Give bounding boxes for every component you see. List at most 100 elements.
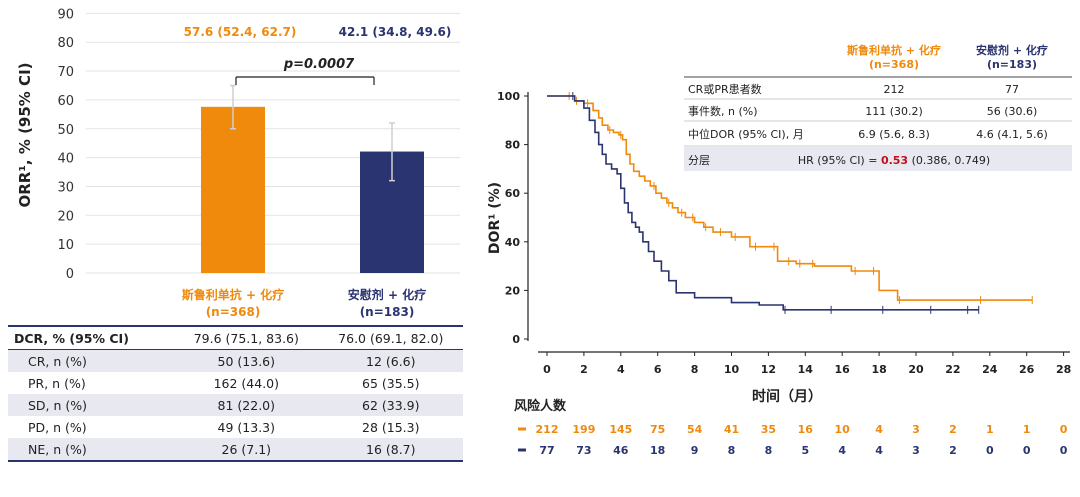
table-cell: 79.6 (75.1, 83.6) bbox=[193, 330, 299, 346]
risk-count: 0 bbox=[1023, 444, 1031, 457]
risk-count: 0 bbox=[986, 444, 994, 457]
km-x-tick: 28 bbox=[1056, 363, 1071, 376]
risk-count: 1 bbox=[1023, 423, 1031, 436]
km-x-tick: 0 bbox=[543, 363, 551, 376]
risk-count: 5 bbox=[801, 444, 809, 457]
table-cell: 28 (15.3) bbox=[362, 419, 420, 435]
km-y-tick: 20 bbox=[505, 284, 521, 297]
bar-category-n-b: (n=183) bbox=[360, 305, 415, 319]
dor-panel: DOR¹ (%) 时间（月） 0 20 40 60 80 100 0 2 4 6 8 10 12 14 16… bbox=[480, 0, 1080, 493]
dor-header-a: 斯鲁利单抗 + 化疗 bbox=[847, 43, 941, 57]
bar-category-n-a: (n=368) bbox=[206, 305, 261, 319]
orr-y-tick: 0 bbox=[66, 267, 74, 282]
table-cell: 49 (13.3) bbox=[217, 419, 276, 435]
orr-y-tick: 80 bbox=[57, 36, 74, 51]
orr-y-tick: 70 bbox=[57, 65, 74, 80]
risk-count: 199 bbox=[572, 423, 595, 436]
hazard-ratio-value: 0.53 bbox=[881, 154, 908, 167]
risk-count: 75 bbox=[650, 423, 665, 436]
table-row: PR, n (%) 162 (44.0) 65 (35.5) bbox=[8, 372, 463, 394]
km-x-tick: 24 bbox=[982, 363, 998, 376]
table-cell: 50 (13.6) bbox=[174, 349, 319, 372]
km-x-axis-label: 时间（月） bbox=[752, 388, 822, 405]
risk-count: 41 bbox=[724, 423, 739, 436]
orr-bar bbox=[201, 106, 265, 273]
km-y-tick: 80 bbox=[505, 139, 521, 152]
risk-count: 10 bbox=[835, 423, 851, 436]
risk-count: 4 bbox=[875, 423, 883, 436]
km-x-tick: 14 bbox=[798, 363, 814, 376]
risk-count: 8 bbox=[765, 444, 773, 457]
orr-y-tick: 90 bbox=[57, 7, 74, 22]
table-row-label: PD, n (%) bbox=[28, 419, 87, 435]
orr-y-tick: 60 bbox=[57, 94, 74, 109]
dor-row-label: 事件数, n (%) bbox=[688, 105, 758, 118]
risk-count: 4 bbox=[838, 444, 846, 457]
dor-row-label: 中位DOR (95% CI), 月 bbox=[688, 127, 804, 141]
table-cell: 162 (44.0) bbox=[213, 375, 279, 391]
dor-header-b: 安慰剂 + 化疗 bbox=[976, 43, 1048, 57]
km-x-tick: 10 bbox=[724, 363, 740, 376]
risk-count: 2 bbox=[949, 444, 957, 457]
table-cell: 81 (22.0) bbox=[174, 394, 319, 416]
km-x-tick: 4 bbox=[617, 363, 625, 376]
table-row-label: DCR, % (95% CI) bbox=[14, 330, 129, 346]
km-x-tick: 22 bbox=[945, 363, 960, 376]
dor-cell: 111 (30.2) bbox=[865, 105, 923, 118]
dor-cell: 6.9 (5.6, 8.3) bbox=[858, 128, 930, 141]
risk-count: 9 bbox=[691, 444, 699, 457]
orr-y-tick: 30 bbox=[57, 180, 74, 195]
table-cell: 16 (8.7) bbox=[318, 438, 463, 461]
km-x-tick: 2 bbox=[580, 363, 588, 376]
risk-count: 4 bbox=[875, 444, 883, 457]
risk-count: 35 bbox=[761, 423, 776, 436]
table-cell: 65 (35.5) bbox=[362, 375, 420, 391]
table-row-label: NE, n (%) bbox=[8, 438, 175, 461]
table-cell: 76.0 (69.1, 82.0) bbox=[338, 330, 444, 346]
dor-cell: 77 bbox=[1005, 83, 1019, 96]
table-row: PD, n (%) 49 (13.3) 28 (15.3) bbox=[8, 416, 463, 438]
risk-count: 73 bbox=[576, 444, 591, 457]
km-x-tick: 26 bbox=[1019, 363, 1035, 376]
orr-panel: ORR¹, % (95% CI) 0 10 20 30 40 50 60 70 80 90 p=0… bbox=[0, 0, 470, 493]
risk-count: 2 bbox=[949, 423, 957, 436]
hazard-ratio: HR (95% CI) = 0.53 (0.386, 0.749) bbox=[798, 154, 990, 167]
dor-header-a-n: (n=368) bbox=[869, 58, 919, 71]
km-x-tick: 18 bbox=[871, 363, 886, 376]
dor-row-label: CR或PR患者数 bbox=[688, 83, 762, 96]
risk-table-title: 风险人数 bbox=[514, 398, 567, 414]
risk-count: 16 bbox=[798, 423, 814, 436]
bar-category-label-b: 安慰剂 + 化疗 bbox=[348, 287, 426, 302]
risk-count: 1 bbox=[986, 423, 994, 436]
orr-y-tick: 10 bbox=[57, 238, 74, 253]
p-value: p=0.0007 bbox=[283, 57, 355, 72]
bar-value-label-a: 57.6 (52.4, 62.7) bbox=[184, 25, 297, 39]
risk-count: 18 bbox=[650, 444, 665, 457]
risk-count: 0 bbox=[1060, 444, 1068, 457]
orr-bar-chart: ORR¹, % (95% CI) 0 10 20 30 40 50 60 70 80 90 p=0… bbox=[16, 7, 460, 319]
orr-y-tick: 20 bbox=[57, 209, 74, 224]
km-curve-b bbox=[547, 95, 979, 311]
km-x-tick: 8 bbox=[691, 363, 699, 376]
km-x-tick: 16 bbox=[835, 363, 851, 376]
table-row: SD, n (%) 81 (22.0) 62 (33.9) bbox=[8, 394, 463, 416]
bar-category-label-a: 斯鲁利单抗 + 化疗 bbox=[182, 287, 284, 302]
orr-y-axis-label: ORR¹, % (95% CI) bbox=[16, 62, 34, 207]
table-row-label: SD, n (%) bbox=[8, 394, 175, 416]
risk-count: 145 bbox=[609, 423, 632, 436]
table-cell: 12 (6.6) bbox=[318, 349, 463, 372]
orr-y-tick: 40 bbox=[57, 152, 74, 167]
dor-cell: 56 (30.6) bbox=[987, 105, 1038, 118]
risk-count: 0 bbox=[1060, 423, 1068, 436]
bar-value-label-b: 42.1 (34.8, 49.6) bbox=[339, 25, 452, 39]
table-row: DCR, % (95% CI) 79.6 (75.1, 83.6) 76.0 (… bbox=[8, 326, 463, 350]
risk-count: 212 bbox=[536, 423, 559, 436]
table-row-label: CR, n (%) bbox=[8, 349, 175, 372]
dor-header-b-n: (n=183) bbox=[987, 58, 1037, 71]
km-y-tick: 0 bbox=[512, 333, 520, 346]
dor-summary-table: 斯鲁利单抗 + 化疗 (n=368) 安慰剂 + 化疗 (n=183) CR或P… bbox=[684, 43, 1072, 171]
km-y-tick: 100 bbox=[497, 90, 520, 103]
km-x-tick: 20 bbox=[908, 363, 924, 376]
response-table: DCR, % (95% CI) 79.6 (75.1, 83.6) 76.0 (… bbox=[8, 325, 463, 462]
